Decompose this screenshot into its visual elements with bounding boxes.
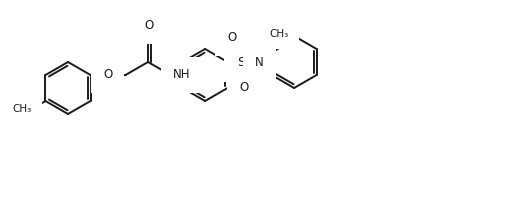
Text: O: O [227, 31, 236, 44]
Text: CH₃: CH₃ [12, 104, 32, 114]
Text: N: N [255, 56, 264, 68]
Text: O: O [103, 68, 112, 82]
Text: NH: NH [173, 68, 190, 82]
Text: O: O [239, 81, 248, 94]
Text: CH₃: CH₃ [270, 29, 289, 39]
Text: S: S [238, 56, 246, 68]
Text: O: O [145, 19, 154, 32]
